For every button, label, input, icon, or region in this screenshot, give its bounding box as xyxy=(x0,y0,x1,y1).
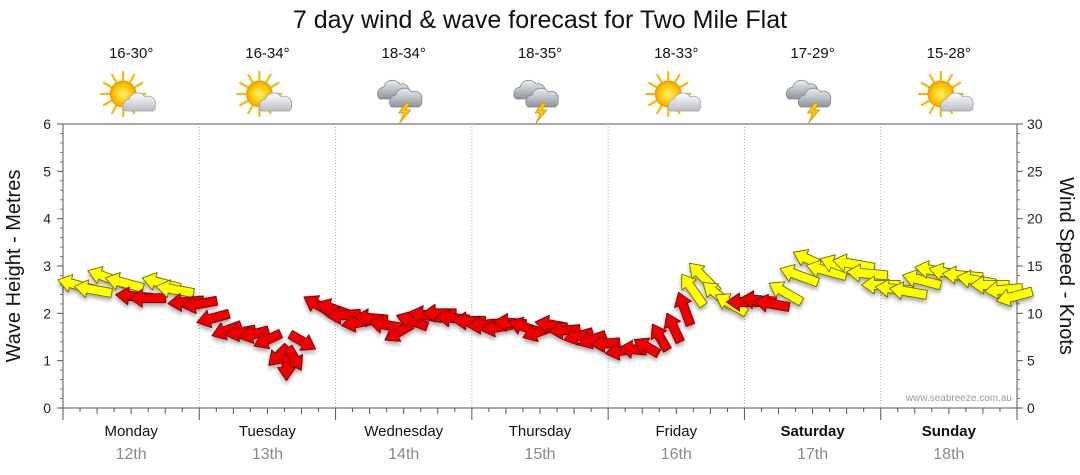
day-temperature: 18-34° xyxy=(382,45,426,62)
right-axis-title: Wind Speed - Knots xyxy=(1055,177,1077,355)
wind-arrow xyxy=(548,321,581,341)
day-date-label: 16th xyxy=(661,446,692,463)
wind-arrow xyxy=(674,291,696,327)
wind-arrow xyxy=(196,309,231,329)
day-temperature: 17-29° xyxy=(790,45,834,62)
right-tick-label: 0 xyxy=(1027,400,1035,416)
day-temperature: 16-30° xyxy=(109,45,153,62)
wind-arrow xyxy=(287,330,316,351)
thunderstorm-icon xyxy=(377,79,423,124)
day-date-label: 17th xyxy=(797,446,828,463)
day-date-label: 18th xyxy=(933,446,964,463)
wind-arrow xyxy=(104,272,145,293)
day-temperature: 18-35° xyxy=(518,45,562,62)
day-date-label: 13th xyxy=(252,446,283,463)
day-temperature: 16-34° xyxy=(245,45,289,62)
wind-arrow xyxy=(253,329,284,350)
wind-arrow xyxy=(902,269,943,291)
left-tick-label: 2 xyxy=(43,305,51,321)
wind-arrow xyxy=(681,273,708,309)
right-tick-label: 20 xyxy=(1027,211,1043,227)
partly-cloudy-icon xyxy=(100,70,156,118)
left-tick-label: 6 xyxy=(43,116,51,132)
chart-title: 7 day wind & wave forecast for Two Mile … xyxy=(293,6,787,34)
right-tick-label: 5 xyxy=(1027,353,1035,369)
partly-cloudy-icon xyxy=(917,70,974,118)
wind-arrow xyxy=(283,344,304,371)
day-name-label: Saturday xyxy=(780,423,845,440)
day-temperature: 18-33° xyxy=(654,45,698,62)
day-name-label: Monday xyxy=(104,423,158,440)
day-name-label: Friday xyxy=(655,423,697,440)
wind-arrow xyxy=(238,325,271,344)
day-date-label: 15th xyxy=(524,446,555,463)
day-date-label: 12th xyxy=(116,446,147,463)
wind-arrow xyxy=(633,337,662,358)
wind-arrow xyxy=(846,263,889,283)
thunderstorm-icon xyxy=(513,79,559,124)
left-tick-label: 1 xyxy=(43,353,51,369)
day-name-label: Sunday xyxy=(922,423,977,440)
day-name-label: Thursday xyxy=(509,423,572,440)
wind-arrow xyxy=(996,286,1034,307)
wind-arrow xyxy=(73,279,113,298)
day-name-label: Wednesday xyxy=(364,423,443,440)
wind-arrow xyxy=(832,253,876,273)
wind-arrow xyxy=(128,288,167,308)
wind-arrow xyxy=(779,264,820,288)
day-name-label: Tuesday xyxy=(239,423,296,440)
wind-arrow xyxy=(590,334,621,354)
partly-cloudy-icon xyxy=(236,70,293,118)
left-axis-title: Wave Height - Metres xyxy=(3,170,25,363)
partly-cloudy-icon xyxy=(645,70,701,118)
wind-arrow xyxy=(181,295,219,315)
left-tick-label: 0 xyxy=(43,400,51,416)
wind-arrow xyxy=(888,281,928,300)
left-tick-label: 3 xyxy=(43,258,51,274)
right-tick-label: 15 xyxy=(1027,258,1043,274)
right-tick-label: 10 xyxy=(1027,305,1043,321)
thunderstorm-icon xyxy=(786,79,832,124)
left-tick-label: 4 xyxy=(43,211,51,227)
wind-arrow xyxy=(650,323,672,353)
wind-arrow xyxy=(753,293,791,313)
day-date-label: 14th xyxy=(388,446,419,463)
wind-arrow xyxy=(768,281,805,307)
right-tick-label: 25 xyxy=(1027,163,1043,179)
wind-arrow xyxy=(577,330,608,350)
day-temperature: 15-28° xyxy=(927,45,971,62)
wind-arrow xyxy=(155,279,195,298)
right-tick-label: 30 xyxy=(1027,116,1043,132)
left-tick-label: 5 xyxy=(43,163,51,179)
credit-text: www.seabreeze.com.au xyxy=(905,393,1012,404)
wind-arrow xyxy=(663,312,685,345)
